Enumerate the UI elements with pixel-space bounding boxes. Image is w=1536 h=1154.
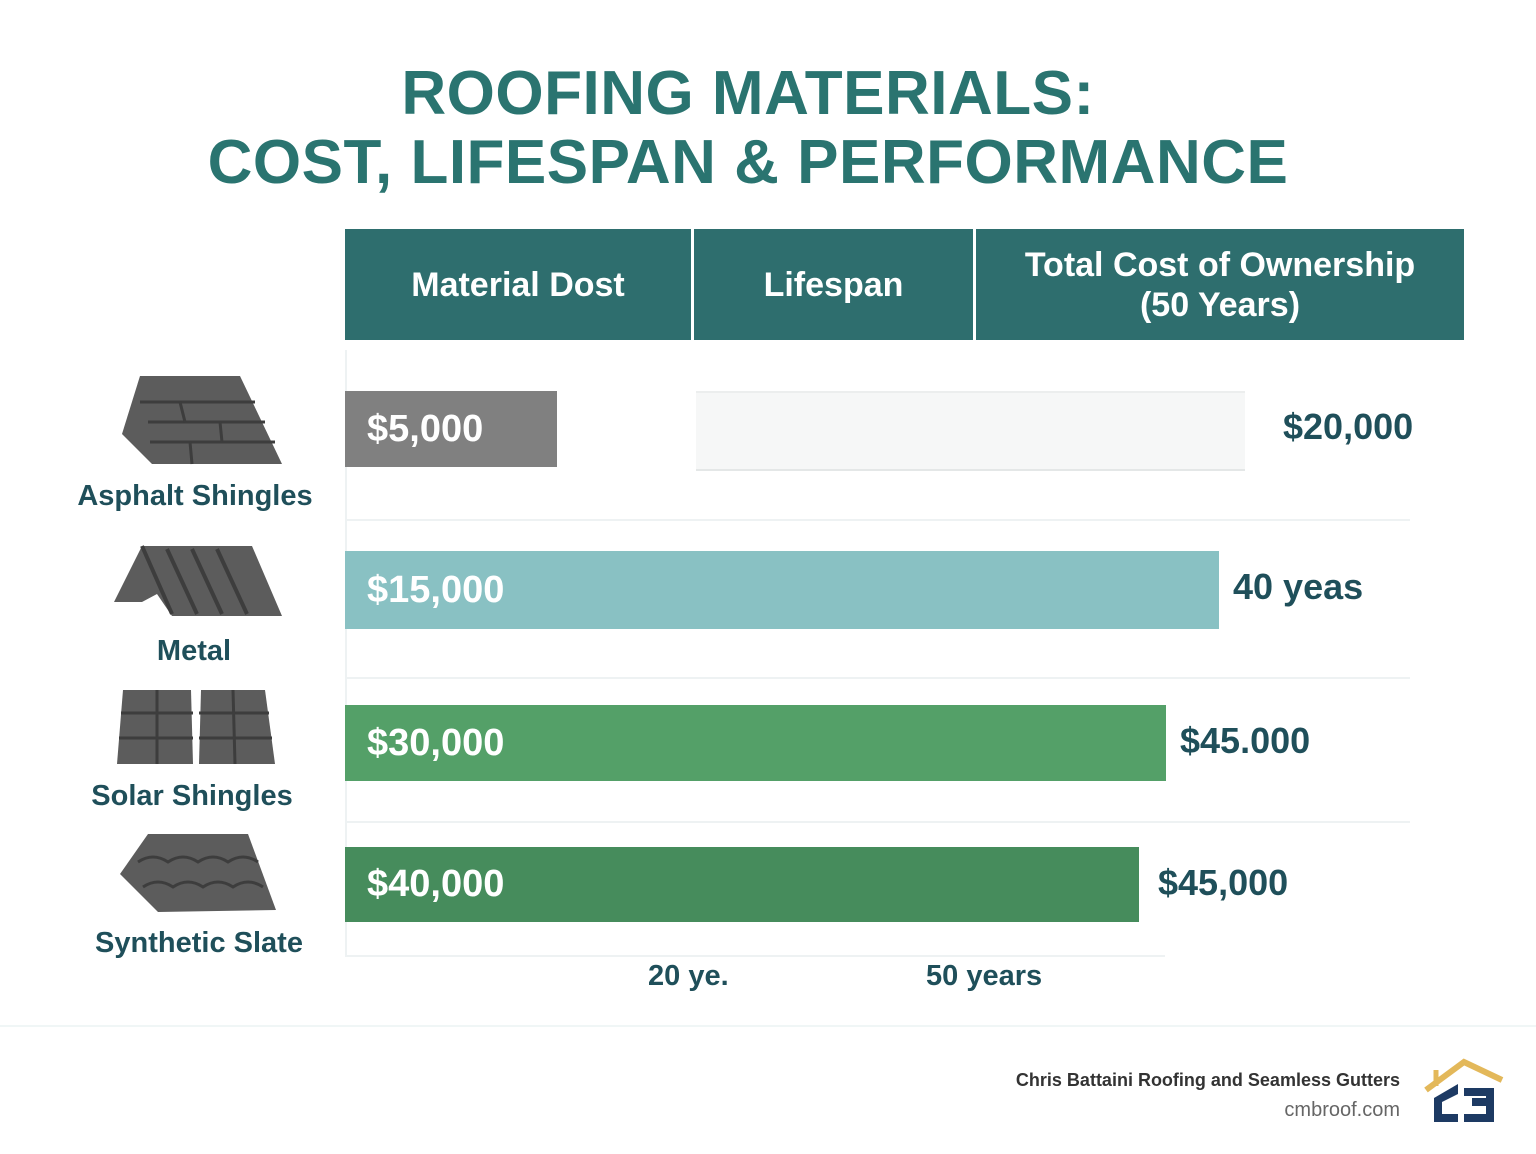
bar-solar-shingles: $30,000 <box>345 705 1166 781</box>
bar-asphalt-shingles: $5,000 <box>345 391 557 467</box>
side-label-solar: $45.000 <box>1180 720 1311 761</box>
side-label-slate: $45,000 <box>1158 862 1289 903</box>
x-tick-20: 20 ye. <box>648 960 729 992</box>
company-logo <box>1424 1058 1504 1122</box>
header-total-cost-line2: (50 Years) <box>1139 285 1301 324</box>
header-total-cost-line1: Total Cost of Ownership <box>1024 245 1416 284</box>
row-separator <box>345 955 1165 957</box>
category-label-solar: Solar Shingles <box>91 780 293 812</box>
company-name: Chris Battaini Roofing and Seamless Gutt… <box>1015 1070 1400 1090</box>
category-label-asphalt: Asphalt Shingles <box>77 480 313 512</box>
asphalt-shingles-icon <box>122 376 282 465</box>
header-total-cost: Total Cost of Ownership (50 Years) <box>976 229 1464 340</box>
metal-roof-icon <box>114 545 282 616</box>
header-lifespan: Lifespan <box>694 229 973 340</box>
row-separator <box>345 519 1410 521</box>
side-label-asphalt: $20,000 <box>1283 406 1414 447</box>
x-tick-50: 50 years <box>926 960 1043 992</box>
axis-line <box>345 350 347 955</box>
row-separator <box>345 821 1410 823</box>
bar-metal: $15,000 <box>345 551 1219 629</box>
side-label-metal: 40 yeas <box>1233 566 1364 607</box>
title-line-2: COST, LIFESPAN & PERFORMANCE <box>207 128 1289 197</box>
bar-synthetic-slate: $40,000 <box>345 847 1139 922</box>
category-label-slate: Synthetic Slate <box>95 927 303 959</box>
header-material-cost: Material Dost <box>345 229 691 340</box>
solar-shingles-icon <box>117 689 275 765</box>
category-label-metal: Metal <box>156 635 232 667</box>
row-separator <box>345 677 1410 679</box>
synthetic-slate-icon <box>120 834 276 912</box>
faint-lifespan-bar <box>696 391 1245 471</box>
footer-divider <box>0 1025 1536 1027</box>
title-line-1: ROOFING MATERIALS: <box>401 59 1095 128</box>
website: cmbroof.com <box>1284 1099 1400 1121</box>
